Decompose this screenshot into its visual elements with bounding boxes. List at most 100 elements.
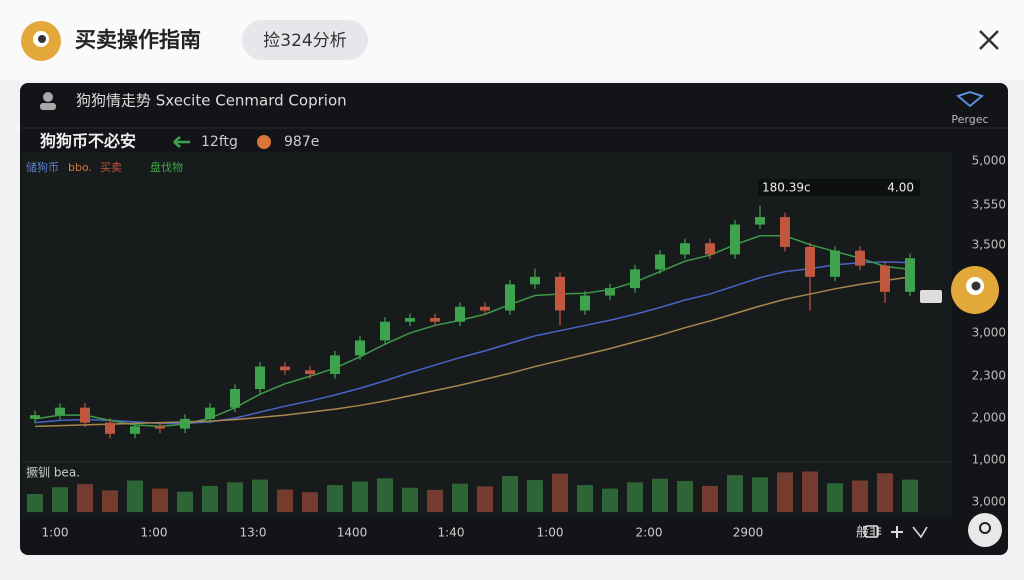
price-axis-label: 2,300	[972, 369, 1006, 383]
volume-bar	[302, 492, 318, 512]
candle-body	[80, 407, 90, 423]
panel-title: 狗狗情走势 Sxecite Cenmard Coprion	[76, 92, 347, 110]
price-axis-label: 3,500	[972, 238, 1006, 252]
candle-body	[705, 243, 715, 255]
tooltip	[758, 179, 920, 196]
volume-bar	[827, 483, 843, 512]
candle-body	[680, 243, 690, 255]
price-axis-label: 2,000	[972, 411, 1006, 425]
toolbar-icon[interactable]	[891, 526, 903, 538]
candle-body	[905, 258, 915, 292]
volume-bar	[577, 485, 593, 512]
legend-item: 买卖	[100, 161, 122, 174]
legend-item: 盘伐物	[150, 160, 183, 174]
volume-bar	[152, 488, 168, 512]
price-axis-label: 5,000	[972, 154, 1006, 168]
app-logo	[21, 21, 61, 61]
volume-bar	[252, 479, 268, 512]
volume-bar	[602, 488, 618, 512]
volume-bar	[627, 482, 643, 512]
candle-body	[555, 276, 565, 311]
volume-bar	[702, 485, 718, 512]
volume-bar	[802, 471, 818, 512]
time-axis-label: 2:00	[636, 526, 663, 540]
plot: 5,000 3,550 3,500 3,000 2,300 2,000 1,000 3,000…	[27, 154, 1006, 540]
candle-body	[405, 317, 415, 322]
candle-body	[505, 284, 515, 311]
volume-bar	[352, 481, 368, 512]
candle-body	[430, 317, 440, 322]
volume-bar	[377, 478, 393, 512]
candle-body	[230, 388, 240, 408]
side-avatar[interactable]	[951, 266, 999, 314]
candle-body	[380, 321, 390, 341]
time-axis-label: 1400	[337, 526, 368, 540]
volume-bar	[427, 489, 443, 512]
candle-body	[580, 295, 590, 311]
search-icon[interactable]	[979, 522, 991, 534]
top-bar	[0, 0, 1024, 80]
volume-bar	[727, 475, 743, 512]
candle-body	[130, 426, 140, 434]
candle-body	[480, 306, 490, 311]
volume-bar	[902, 479, 918, 512]
time-axis-label: 1:40	[438, 526, 465, 540]
small-tag	[920, 290, 942, 303]
tab-pill[interactable]	[242, 20, 368, 60]
volume-bar	[502, 476, 518, 512]
volume-bar	[777, 472, 793, 512]
volume-bar	[27, 494, 43, 512]
price-axis-label: 1,000	[972, 453, 1006, 467]
candle-body	[255, 366, 265, 389]
close-button[interactable]	[979, 30, 999, 50]
price-axis-label: 3,000	[972, 495, 1006, 509]
candle-body	[105, 422, 115, 434]
candle-body	[880, 265, 890, 292]
volume-bar	[277, 489, 293, 512]
volume-label: 撅钏 bea.	[26, 465, 80, 480]
candle-body	[755, 217, 765, 225]
price-axis-label: 3,550	[972, 198, 1006, 212]
candle-body	[605, 288, 615, 296]
change-value: 12ftg	[201, 134, 238, 150]
candle-body	[280, 366, 290, 371]
volume-bar	[402, 487, 418, 512]
candle-body	[30, 415, 40, 419]
volume-bar	[127, 480, 143, 512]
volume-bar	[552, 473, 568, 512]
volume-bar	[77, 484, 93, 512]
candle-body	[355, 340, 365, 356]
candle-body	[305, 370, 315, 375]
candle-body	[655, 254, 665, 270]
volume-bar	[477, 486, 493, 512]
candle-body	[830, 250, 840, 277]
user-icon	[40, 92, 56, 110]
candle-body	[55, 407, 65, 416]
volume-bar	[652, 478, 668, 512]
volume-bar	[452, 483, 468, 512]
candle-body	[780, 217, 790, 247]
candle-body	[805, 246, 815, 277]
time-axis-label: 2900	[733, 526, 764, 540]
candle-body	[855, 250, 865, 266]
time-axis-label: 1:00	[42, 526, 69, 540]
search-button[interactable]	[968, 513, 1002, 547]
candle-body	[630, 269, 640, 289]
volume-bar	[852, 480, 868, 512]
volume-bar	[202, 485, 218, 512]
time-axis-label: 1:00	[537, 526, 564, 540]
candle-body	[530, 276, 540, 285]
badge-label: Pergec	[951, 113, 988, 126]
coin-name: 狗狗币不必安	[40, 132, 136, 151]
tooltip-value: 180.39c	[762, 181, 811, 195]
candle-body	[730, 224, 740, 255]
volume-bar	[52, 487, 68, 512]
toolbar-icon[interactable]	[864, 525, 879, 538]
price-icon	[257, 135, 271, 149]
toolbar-icon[interactable]	[912, 526, 928, 539]
tab-label[interactable]: 捡324分析	[263, 31, 346, 51]
page-title: 买卖操作指南	[75, 28, 201, 52]
candle-body	[330, 355, 340, 375]
volume-bar	[527, 480, 543, 512]
